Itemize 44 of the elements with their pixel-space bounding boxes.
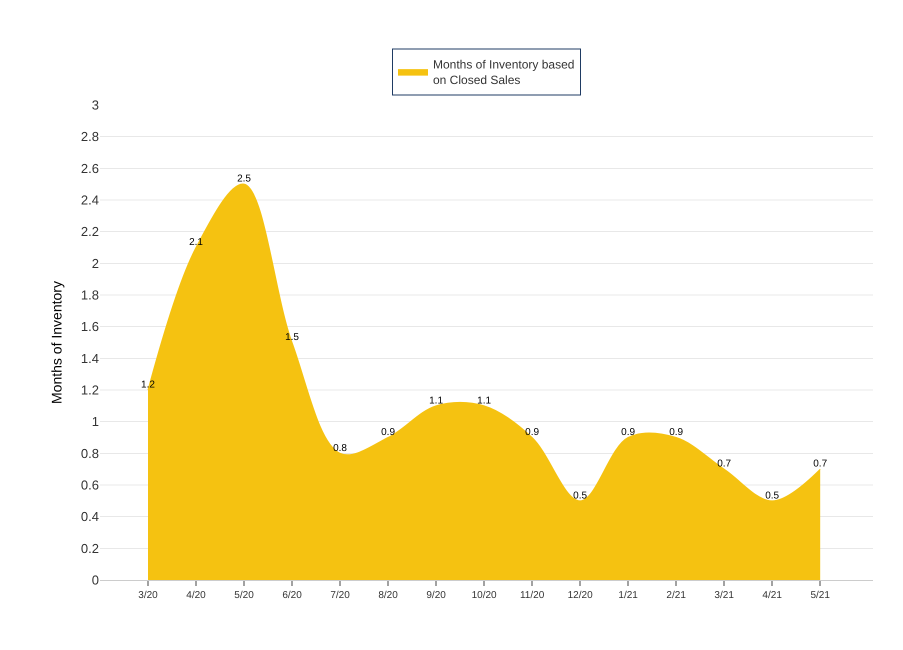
data-label: 0.9: [669, 427, 684, 438]
data-label: 1.1: [477, 395, 492, 406]
y-tick-label: 2.2: [80, 224, 99, 240]
y-tick-label: 0.2: [80, 540, 99, 556]
y-tick-label: 1.6: [80, 319, 99, 334]
y-tick-label: 2.8: [80, 129, 99, 144]
y-tick-label: 0.8: [80, 446, 99, 461]
data-label: 0.5: [765, 490, 780, 502]
y-axis-title: Months of Inventory: [48, 281, 65, 404]
x-tick-label: 3/21: [714, 590, 734, 601]
data-label: 0.9: [621, 427, 636, 438]
x-tick-label: 5/20: [234, 590, 254, 601]
x-tick-label: 3/20: [138, 590, 158, 601]
x-tick-label: 2/21: [666, 590, 686, 601]
x-tick-label: 1/21: [618, 590, 638, 601]
y-tick-label: 0.4: [80, 509, 99, 524]
data-label: 2.5: [237, 174, 252, 185]
x-tick-label: 10/20: [472, 590, 498, 601]
legend-label: Months of Inventory based on Closed Sales: [433, 57, 574, 88]
x-tick-label: 12/20: [568, 590, 594, 601]
data-label: 0.5: [573, 490, 588, 502]
x-tick-label: 9/20: [426, 590, 446, 601]
x-tick-label: 7/20: [330, 590, 350, 601]
data-label: 0.7: [813, 458, 828, 470]
y-tick-label: 0.6: [80, 478, 99, 493]
y-tick-label: 2.6: [80, 160, 99, 176]
x-tick-label: 8/20: [378, 590, 398, 601]
y-tick-label: 3: [92, 98, 99, 113]
x-tick-label: 6/20: [282, 590, 302, 601]
y-tick-label: 2: [92, 256, 99, 271]
y-tick-label: 1: [92, 414, 99, 430]
data-label: 1.1: [429, 395, 444, 406]
x-tick-label: 4/20: [186, 590, 206, 601]
x-tick-label: 5/21: [810, 590, 830, 601]
x-tick-label: 11/20: [520, 590, 545, 601]
data-label: 0.9: [381, 427, 396, 438]
data-label: 0.7: [717, 458, 732, 470]
y-tick-label: 2.4: [80, 192, 99, 208]
data-label: 0.8: [333, 442, 348, 454]
y-tick-label: 0: [92, 572, 99, 588]
y-tick-label: 1.4: [80, 350, 99, 366]
x-tick-label: 4/21: [762, 590, 782, 601]
y-tick-label: 1.8: [80, 288, 99, 303]
y-tick-label: 1.2: [80, 382, 99, 398]
